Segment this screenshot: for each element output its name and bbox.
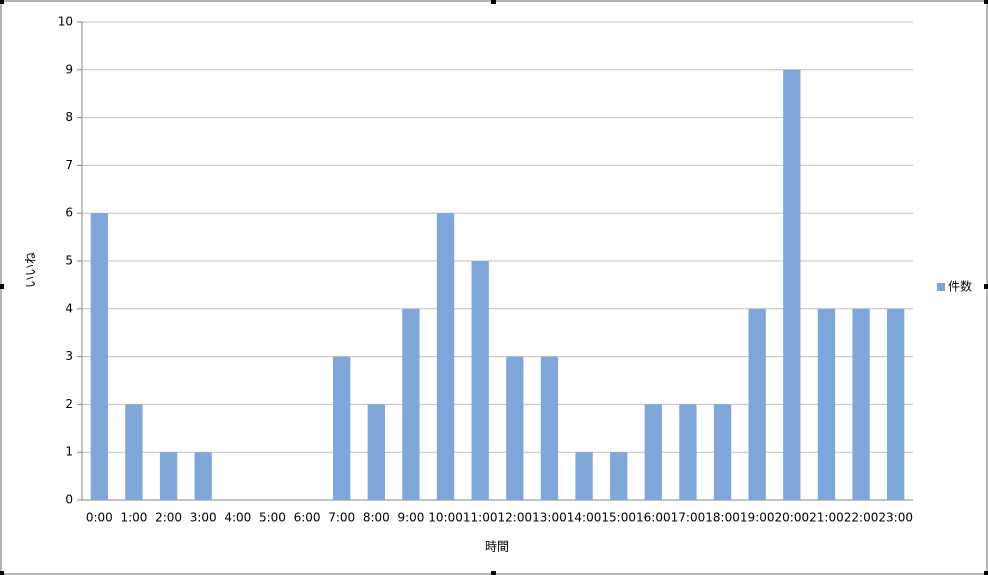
x-tick-label: 12:00 xyxy=(498,511,533,525)
legend-swatch xyxy=(937,283,945,291)
x-tick-label: 10:00 xyxy=(428,511,463,525)
y-tick-label: 8 xyxy=(65,110,73,124)
x-tick-label: 21:00 xyxy=(809,511,844,525)
x-tick-label: 4:00 xyxy=(224,511,251,525)
legend-label: 件数 xyxy=(948,279,972,294)
bar xyxy=(610,452,628,500)
x-tick-label: 5:00 xyxy=(259,511,286,525)
x-tick-label: 17:00 xyxy=(671,511,706,525)
y-tick-label: 10 xyxy=(58,15,73,29)
y-tick-label: 6 xyxy=(65,206,73,220)
bar xyxy=(540,356,559,500)
bar xyxy=(679,404,697,500)
bar xyxy=(471,261,489,500)
y-axis-title: いいね xyxy=(24,252,38,288)
handle xyxy=(0,284,4,289)
x-tick-label: 6:00 xyxy=(294,511,321,525)
x-tick-label: 23:00 xyxy=(878,511,913,525)
handle xyxy=(984,0,988,4)
x-tick-label: 18:00 xyxy=(705,511,740,525)
bar xyxy=(575,452,593,500)
x-tick-label: 9:00 xyxy=(397,511,424,525)
bar xyxy=(783,69,801,501)
x-tick-label: 22:00 xyxy=(844,511,879,525)
bar xyxy=(887,308,905,500)
x-tick-label: 1:00 xyxy=(120,511,147,525)
x-tick-label: 0:00 xyxy=(86,511,113,525)
y-tick-label: 3 xyxy=(65,349,73,363)
handle xyxy=(0,571,4,575)
x-tick-label: 2:00 xyxy=(155,511,182,525)
bar xyxy=(402,308,420,500)
bar xyxy=(713,404,732,500)
bar xyxy=(125,404,143,500)
bar xyxy=(644,404,662,500)
x-tick-label: 11:00 xyxy=(463,511,498,525)
bar xyxy=(436,213,455,500)
bar xyxy=(852,308,870,500)
bar xyxy=(159,452,178,500)
bar xyxy=(367,404,385,500)
x-tick-label: 16:00 xyxy=(636,511,671,525)
handle xyxy=(491,571,496,575)
y-tick-label: 0 xyxy=(65,493,73,507)
bar xyxy=(90,213,108,500)
bar xyxy=(748,308,766,500)
y-tick-label: 5 xyxy=(65,254,73,268)
x-tick-label: 15:00 xyxy=(601,511,636,525)
x-axis-title: 時間 xyxy=(485,540,509,554)
y-tick-label: 1 xyxy=(65,445,73,459)
x-tick-label: 14:00 xyxy=(567,511,602,525)
handle xyxy=(984,571,988,575)
x-tick-label: 20:00 xyxy=(775,511,810,525)
bar xyxy=(506,356,524,500)
x-tick-label: 3:00 xyxy=(190,511,217,525)
y-tick-label: 7 xyxy=(65,158,73,172)
y-tick-label: 9 xyxy=(65,62,73,76)
bar xyxy=(817,308,836,500)
y-tick-label: 2 xyxy=(65,397,73,411)
handle xyxy=(491,0,496,4)
x-tick-label: 8:00 xyxy=(363,511,390,525)
y-tick-label: 4 xyxy=(65,301,73,315)
bar xyxy=(194,452,212,500)
x-tick-label: 19:00 xyxy=(740,511,775,525)
handle xyxy=(984,284,988,289)
bar xyxy=(333,356,351,500)
x-tick-label: 7:00 xyxy=(328,511,355,525)
x-tick-label: 13:00 xyxy=(532,511,567,525)
handle xyxy=(0,0,4,4)
